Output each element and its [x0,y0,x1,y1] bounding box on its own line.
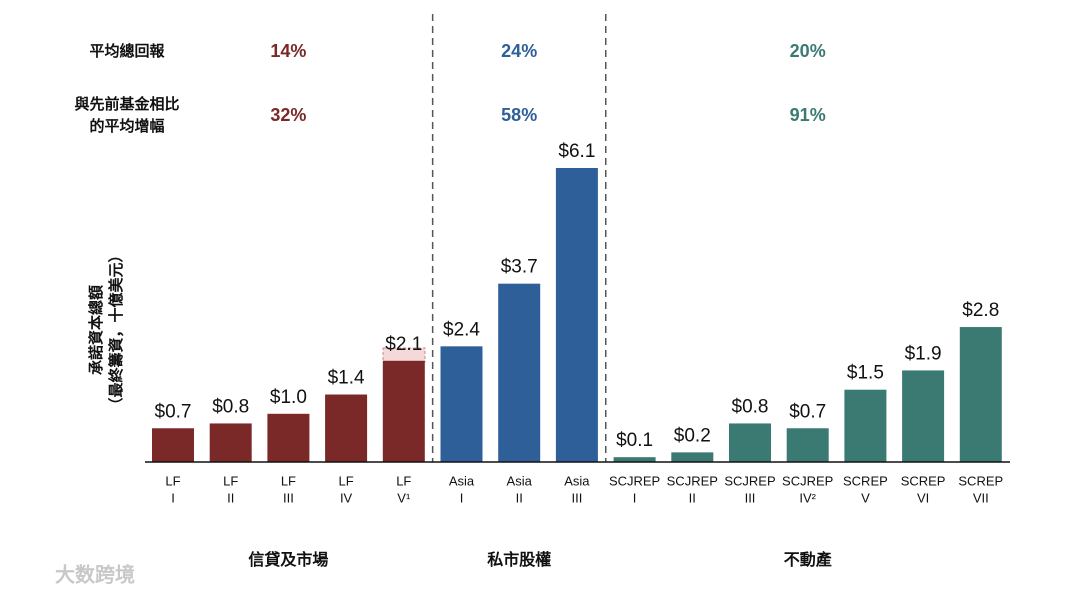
bar [902,370,945,462]
watermark: 大数跨境 [55,562,135,586]
bar [325,394,368,462]
value-label: $2.4 [443,319,480,340]
x-tick-label: I [171,490,175,505]
metric-label: 的平均增幅 [89,117,164,135]
x-tick-label: V¹ [397,490,411,505]
group-label: 私市股權 [487,550,551,569]
x-tick-label: SCREP [843,473,888,488]
value-label: $2.1 [385,334,422,355]
x-tick-label: II [689,490,696,505]
value-label: $0.2 [674,425,711,446]
x-tick-label: IV [340,490,353,505]
value-label: $1.4 [328,368,365,389]
x-tick-label: LF [339,473,354,488]
group-label: 不動產 [784,550,832,569]
metric-value: 24% [501,41,537,61]
x-tick-label: SCREP [958,473,1003,488]
value-label: $0.7 [789,401,826,422]
x-tick-label: SCJREP [782,473,833,488]
value-label: $0.8 [732,396,769,417]
x-tick-label: VI [917,490,929,505]
x-tick-label: V [861,490,870,505]
value-label: $0.7 [155,401,192,422]
x-tick-label: LF [281,473,296,488]
x-tick-label: III [571,490,582,505]
x-tick-label: Asia [507,473,533,488]
x-tick-label: III [283,490,294,505]
metric-label: 與先前基金相比 [74,95,179,113]
x-tick-label: Asia [564,473,590,488]
value-label: $6.1 [558,141,595,162]
bar [729,423,771,462]
metric-value: 32% [270,105,306,125]
metric-value: 20% [790,41,826,61]
bar [440,346,483,462]
x-tick-label: VII [973,490,989,505]
value-label: $1.5 [847,363,884,384]
value-label: $1.0 [270,387,307,408]
x-tick-label: LF [223,473,238,488]
value-label: $2.8 [962,300,999,321]
y-axis-label: 承諾資本總額 [87,285,105,375]
x-tick-label: SCJREP [609,473,660,488]
x-tick-label: I [633,490,637,505]
value-label: $3.7 [501,257,538,278]
x-tick-label: SCREP [901,473,946,488]
metric-value: 58% [501,105,537,125]
bar [844,389,887,462]
x-tick-label: III [745,490,756,505]
bar [555,168,598,462]
x-tick-label: LF [165,473,180,488]
bar [498,283,541,462]
bar [786,428,829,462]
x-tick-label: Asia [449,473,475,488]
x-tick-label: LF [396,473,411,488]
value-label: $0.8 [212,396,249,417]
x-tick-label: SCJREP [724,473,775,488]
metric-label: 平均總回報 [89,42,165,60]
group-label: 信貸及市場 [248,550,328,569]
bar [152,428,194,462]
metric-value: 14% [270,41,306,61]
x-tick-label: II [516,490,523,505]
bar [671,452,714,462]
y-axis-label: （最終籌資，十億美元） [107,247,125,412]
x-tick-label: II [227,490,234,505]
bar [267,413,310,462]
x-tick-label: IV² [799,490,816,505]
bar [382,360,425,462]
x-tick-label: SCJREP [667,473,718,488]
value-label: $1.9 [905,343,942,364]
bar [209,423,252,462]
bar [959,327,1002,462]
x-tick-label: I [460,490,464,505]
bar [613,457,656,462]
metric-value: 91% [790,105,826,125]
value-label: $0.1 [616,430,653,451]
